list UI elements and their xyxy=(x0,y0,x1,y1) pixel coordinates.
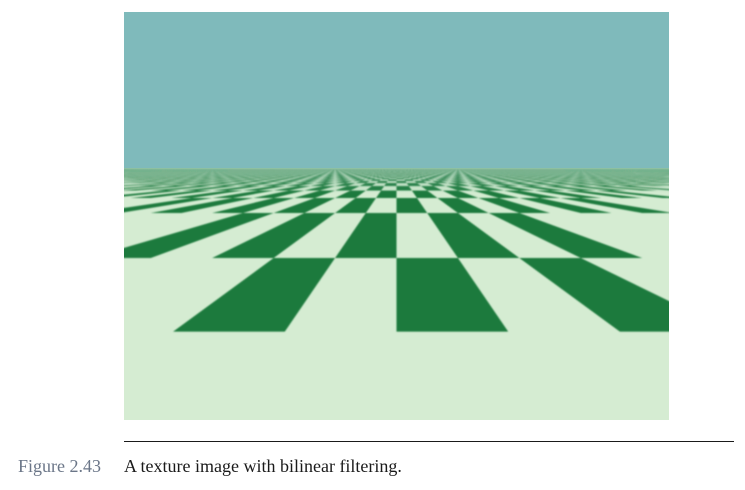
checker-tile xyxy=(124,198,213,213)
checker-tile xyxy=(335,198,377,213)
checker-tile xyxy=(273,198,336,213)
checker-tile xyxy=(519,198,612,213)
checker-tile xyxy=(519,258,669,332)
checker-tile xyxy=(124,213,274,258)
checker-tile xyxy=(335,213,397,258)
checker-tile xyxy=(212,213,336,258)
figure-image xyxy=(124,12,669,420)
sky xyxy=(124,12,669,168)
checker-tile xyxy=(212,198,295,213)
checker-tile xyxy=(173,258,336,332)
checker-tile xyxy=(396,198,428,213)
checker-tile xyxy=(150,198,254,213)
checker-tile xyxy=(560,198,669,213)
checker-tile xyxy=(488,213,643,258)
checker-tile xyxy=(437,198,489,213)
checker-tile xyxy=(478,198,551,213)
checker-tile xyxy=(396,258,509,332)
checker-tile xyxy=(427,213,520,258)
